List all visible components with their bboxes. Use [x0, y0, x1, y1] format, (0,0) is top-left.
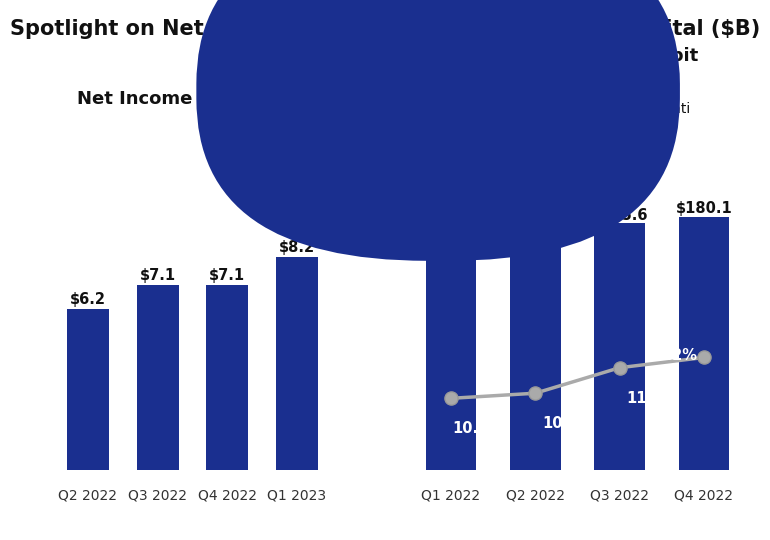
Text: Q2 2022: Q2 2022	[59, 489, 118, 503]
Bar	[137, 285, 179, 470]
Text: Common Equity Tier 1 capital: Common Equity Tier 1 capital	[456, 84, 662, 98]
Text: 11.0%: 11.0%	[627, 390, 678, 406]
Bar	[67, 308, 109, 470]
Bar	[276, 256, 318, 470]
Text: Q1 2022: Q1 2022	[421, 488, 480, 502]
Text: Q3 2022: Q3 2022	[128, 489, 187, 503]
Text: $7.1: $7.1	[209, 268, 246, 284]
Text: Q2 2022: Q2 2022	[506, 488, 565, 502]
Point	[614, 363, 626, 372]
Text: $8.2: $8.2	[279, 240, 315, 255]
Text: Q1 2023: Q1 2023	[267, 489, 326, 503]
Point	[698, 353, 710, 362]
Text: 10.4%: 10.4%	[453, 421, 504, 436]
Point	[529, 389, 541, 397]
Text: $6.2: $6.2	[70, 292, 106, 307]
Text: Spotlight on Net Income and Common Equity Tier 1 Capital ($B): Spotlight on Net Income and Common Equit…	[10, 19, 760, 39]
Point	[445, 394, 457, 403]
Text: Common Equity Tier 1 capital rati: Common Equity Tier 1 capital rati	[456, 102, 690, 116]
Bar	[678, 217, 729, 470]
Bar	[426, 231, 477, 470]
Text: Common Equity Tier 1 Capit: Common Equity Tier 1 Capit	[416, 47, 698, 65]
Bar	[206, 285, 248, 470]
Text: 10.5%: 10.5%	[542, 416, 593, 431]
Text: Q3 2022: Q3 2022	[590, 488, 649, 502]
Text: $171.8: $171.8	[507, 213, 564, 228]
Text: Q4 2022: Q4 2022	[198, 489, 257, 503]
Text: $169.9: $169.9	[423, 215, 479, 231]
Text: 11.2%: 11.2%	[646, 348, 698, 363]
Point	[432, 105, 444, 113]
Bar	[594, 223, 645, 470]
Bar	[510, 228, 561, 470]
Text: Q4 2022: Q4 2022	[675, 488, 734, 502]
Text: $175.6: $175.6	[591, 207, 648, 222]
Text: Net Income: Net Income	[77, 90, 192, 108]
Text: $180.1: $180.1	[675, 201, 732, 216]
Text: $7.1: $7.1	[139, 268, 176, 284]
